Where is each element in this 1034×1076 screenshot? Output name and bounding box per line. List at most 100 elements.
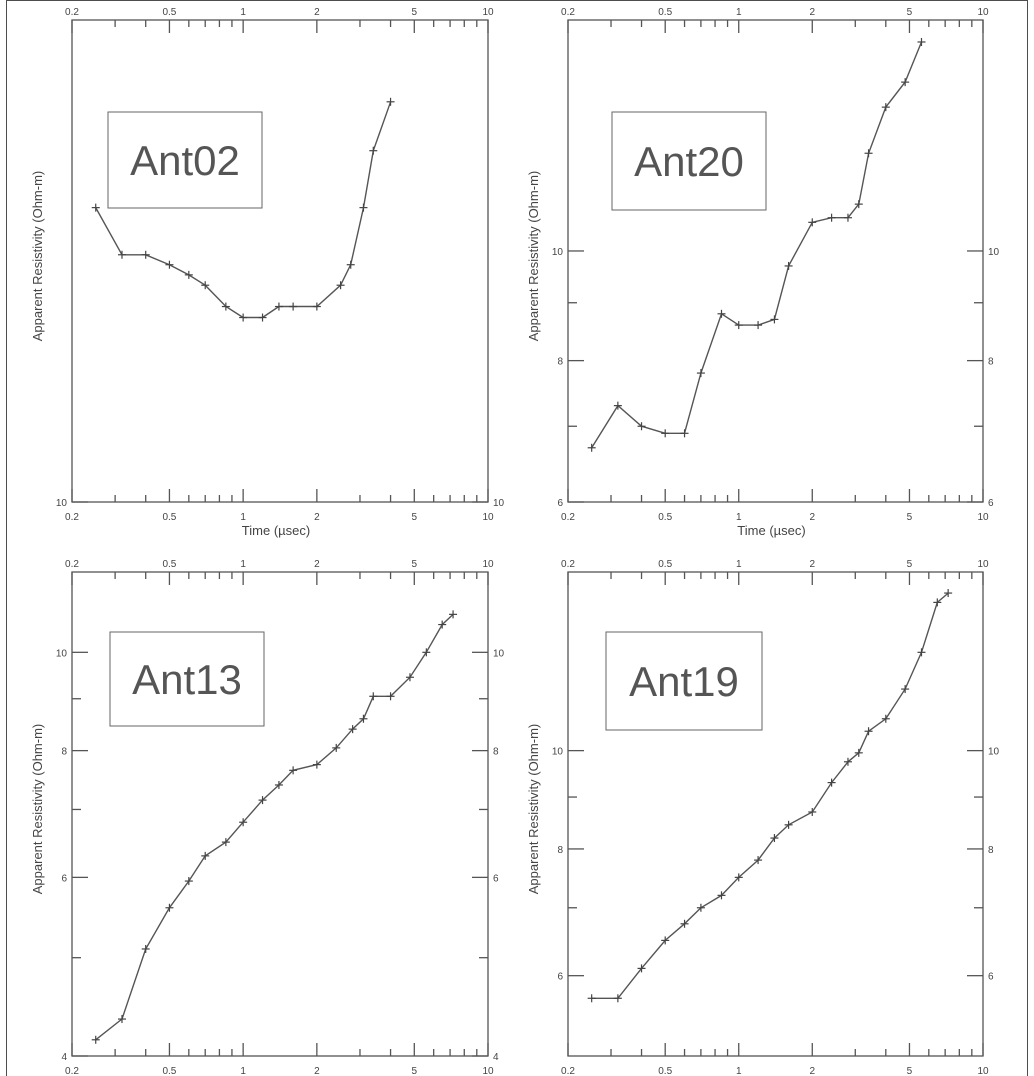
x-tick-label-bottom: 0.5 [162, 1066, 176, 1076]
data-point [117, 1015, 126, 1024]
data-point [917, 37, 926, 46]
x-tick-label-top: 0.2 [561, 7, 575, 18]
x-tick-label-bottom: 0.5 [658, 1066, 672, 1076]
data-point [359, 203, 368, 212]
x-tick-label-bottom: 5 [907, 1066, 913, 1076]
data-point [348, 725, 357, 734]
data-point [944, 589, 953, 598]
data-point [405, 673, 414, 682]
x-tick-label-bottom: 5 [412, 1066, 418, 1076]
data-point [289, 302, 298, 311]
x-tick-label-bottom: 0.2 [561, 512, 575, 523]
x-tick-label-top: 1 [240, 559, 246, 570]
data-point [734, 321, 743, 330]
data-point [312, 760, 321, 769]
data-point [717, 309, 726, 318]
x-tick-label-top: 0.5 [658, 7, 672, 18]
data-point [165, 260, 174, 269]
data-point [386, 97, 395, 106]
y-tick-label-left: 10 [56, 648, 68, 659]
x-tick-label-bottom: 10 [977, 1066, 989, 1076]
x-tick-label-bottom: 2 [809, 1066, 815, 1076]
data-point [141, 944, 150, 953]
data-point [141, 250, 150, 259]
data-point [422, 648, 431, 657]
x-tick-label-top: 5 [412, 559, 418, 570]
data-point [827, 778, 836, 787]
x-tick-label-bottom: 10 [482, 1066, 494, 1076]
data-point [369, 146, 378, 155]
data-point [864, 727, 873, 736]
legend-label: Ant19 [629, 658, 739, 705]
data-point [933, 598, 942, 607]
data-point [117, 250, 126, 259]
data-point [359, 714, 368, 723]
legend-box: Ant19 [605, 631, 763, 731]
x-tick-label-top: 0.2 [561, 559, 575, 570]
data-point [386, 692, 395, 701]
data-point [221, 838, 230, 847]
x-tick-label-bottom: 2 [809, 512, 815, 523]
y-axis-title: Apparent Resistivity (Ohm-m) [30, 171, 45, 341]
data-point [808, 807, 817, 816]
x-tick-label-bottom: 0.2 [65, 1066, 79, 1076]
y-tick-label-left: 8 [557, 845, 563, 856]
x-tick-label-bottom: 0.2 [561, 1066, 575, 1076]
x-tick-label-bottom: 0.2 [65, 512, 79, 523]
y-axis-title: Apparent Resistivity (Ohm-m) [526, 724, 541, 894]
y-tick-label-left: 8 [557, 357, 563, 368]
x-tick-label-top: 0.5 [162, 559, 176, 570]
data-point [784, 261, 793, 270]
x-tick-label-bottom: 5 [907, 512, 913, 523]
legend-frame [107, 111, 263, 209]
x-tick-label-top: 10 [977, 7, 989, 18]
data-point [274, 780, 283, 789]
data-point [239, 818, 248, 827]
data-point [881, 714, 890, 723]
data-point [184, 877, 193, 886]
data-point [754, 321, 763, 330]
y-tick-label-right: 4 [493, 1052, 499, 1063]
data-point [680, 919, 689, 928]
data-point [881, 103, 890, 112]
x-tick-label-top: 2 [809, 7, 815, 18]
data-point [827, 213, 836, 222]
x-tick-label-top: 0.2 [65, 559, 79, 570]
data-point [369, 692, 378, 701]
plot-area [567, 19, 984, 503]
x-tick-label-top: 2 [314, 7, 320, 18]
x-axis-title: Time (µsec) [242, 523, 310, 538]
data-point [864, 149, 873, 158]
chart-panels: 0.2 0.2 0.5 0.5 1 1 2 2 5 5 10 10 10 10 Time (µsec) App… [30, 7, 1000, 1076]
data-point [274, 302, 283, 311]
x-tick-label-bottom: 1 [240, 512, 246, 523]
data-point [91, 1035, 100, 1044]
x-tick-label-top: 0.5 [162, 7, 176, 18]
data-point [754, 856, 763, 865]
y-tick-label-right: 6 [988, 972, 994, 983]
data-point [587, 994, 596, 1003]
data-point [165, 903, 174, 912]
data-point [201, 281, 210, 290]
x-tick-label-bottom: 2 [314, 512, 320, 523]
x-tick-label-bottom: 10 [977, 512, 989, 523]
legend-frame [109, 631, 265, 727]
plot-area [567, 571, 984, 1057]
legend-frame [611, 111, 767, 211]
x-tick-label-top: 10 [482, 7, 494, 18]
data-point [808, 218, 817, 227]
legend-label: Ant13 [132, 656, 242, 703]
y-axis-title: Apparent Resistivity (Ohm-m) [526, 171, 541, 341]
x-tick-label-bottom: 10 [482, 512, 494, 523]
y-tick-label-left: 6 [61, 873, 67, 884]
data-point [854, 748, 863, 757]
data-point [449, 610, 458, 619]
data-point [854, 200, 863, 209]
chart-panel-ant20: 0.2 0.2 0.5 0.5 1 1 2 2 5 5 10 10 6 6 8 8 10 10 Time (µsec… [526, 7, 1000, 538]
data-point [289, 766, 298, 775]
y-tick-label-left: 8 [61, 747, 67, 758]
data-point [917, 648, 926, 657]
x-tick-label-top: 10 [482, 559, 494, 570]
data-point [717, 891, 726, 900]
data-point [221, 302, 230, 311]
